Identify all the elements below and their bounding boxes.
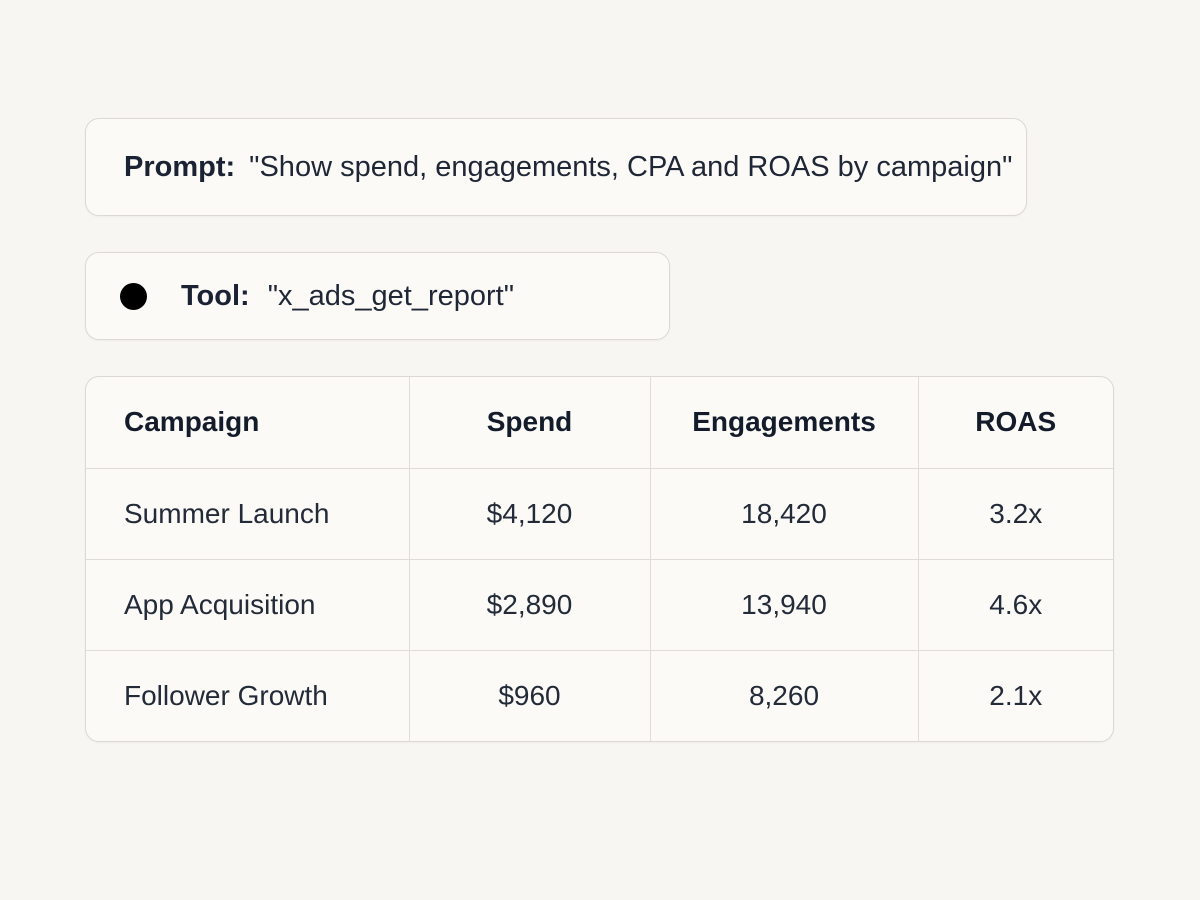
report-table-card: Campaign Spend Engagements ROAS Summer L… — [85, 376, 1114, 742]
column-header-campaign: Campaign — [86, 377, 410, 469]
cell-campaign: App Acquisition — [86, 559, 410, 651]
cell-roas: 4.6x — [918, 559, 1113, 651]
column-header-engagements: Engagements — [650, 377, 919, 469]
table-row: Follower Growth $960 8,260 2.1x — [86, 650, 1113, 741]
column-header-spend: Spend — [409, 377, 651, 469]
column-header-roas: ROAS — [918, 377, 1113, 469]
cell-engagements: 8,260 — [650, 650, 919, 741]
table-row: App Acquisition $2,890 13,940 4.6x — [86, 559, 1113, 651]
status-dot-icon — [120, 282, 147, 310]
prompt-card: Prompt: "Show spend, engagements, CPA an… — [85, 118, 1027, 216]
report-table: Campaign Spend Engagements ROAS Summer L… — [86, 377, 1113, 741]
table-row: Summer Launch $4,120 18,420 3.2x — [86, 468, 1113, 560]
tool-card: Tool: "x_ads_get_report" — [85, 252, 670, 340]
prompt-label: Prompt: — [124, 150, 236, 183]
cell-spend: $2,890 — [409, 559, 651, 651]
tool-name: "x_ads_get_report" — [267, 279, 515, 312]
cell-spend: $4,120 — [409, 468, 651, 560]
cell-engagements: 18,420 — [650, 468, 919, 560]
cell-campaign: Summer Launch — [86, 468, 410, 560]
tool-label: Tool: — [181, 279, 250, 312]
cell-roas: 3.2x — [918, 468, 1113, 560]
cell-engagements: 13,940 — [650, 559, 919, 651]
table-header-row: Campaign Spend Engagements ROAS — [86, 377, 1113, 469]
prompt-text: "Show spend, engagements, CPA and ROAS b… — [249, 150, 1013, 183]
cell-spend: $960 — [409, 650, 651, 741]
cell-campaign: Follower Growth — [86, 650, 410, 741]
cell-roas: 2.1x — [989, 679, 1043, 711]
